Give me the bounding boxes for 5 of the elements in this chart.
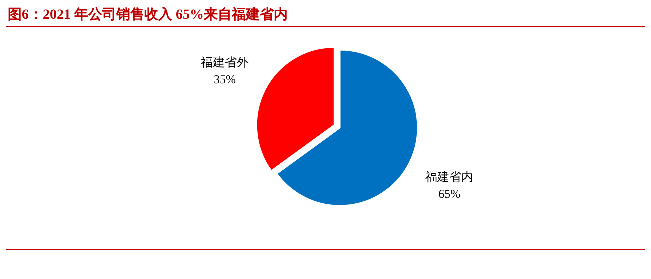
slice-label: 福建省内 bbox=[426, 170, 474, 184]
data-label: 35% bbox=[214, 72, 236, 86]
chart-title: 图6：2021 年公司销售收入 65%来自福建省内 bbox=[8, 6, 288, 23]
slice-label: 福建省外 bbox=[201, 55, 250, 70]
data-label: 65% bbox=[438, 186, 461, 201]
